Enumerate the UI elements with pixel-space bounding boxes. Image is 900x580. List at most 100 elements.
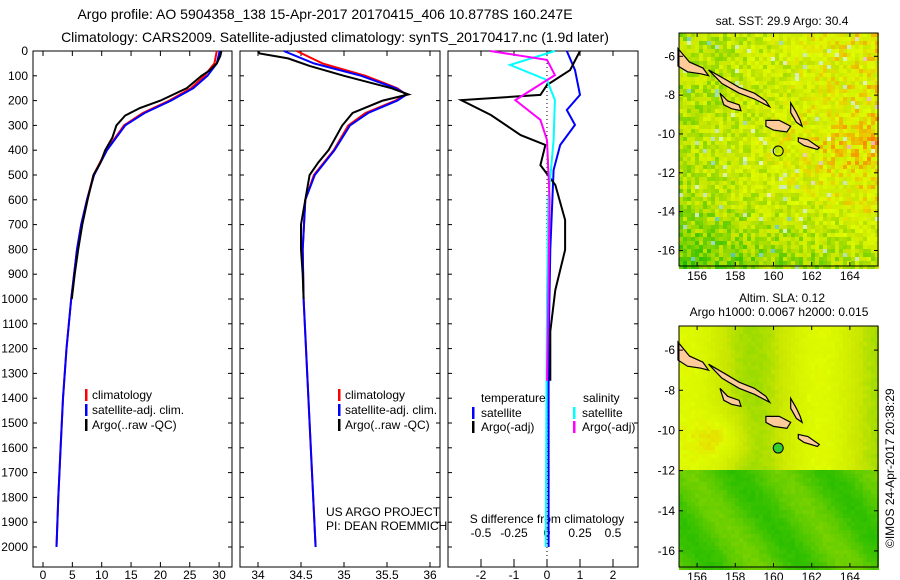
map-cell bbox=[859, 338, 863, 342]
map-cell bbox=[727, 37, 731, 41]
map-cell bbox=[867, 446, 871, 450]
map-cell bbox=[811, 101, 815, 105]
map-cell bbox=[755, 153, 759, 157]
map-cell bbox=[875, 217, 879, 221]
map-cell bbox=[735, 197, 739, 201]
map-cell bbox=[871, 382, 875, 386]
map-cell bbox=[795, 181, 799, 185]
map-cell bbox=[811, 197, 815, 201]
map-cell bbox=[791, 426, 795, 430]
map-cell bbox=[791, 334, 795, 338]
map-cell bbox=[835, 410, 839, 414]
map-cell bbox=[707, 253, 711, 257]
map-cell bbox=[863, 165, 867, 169]
map-cell bbox=[699, 221, 703, 225]
map-cell bbox=[795, 145, 799, 149]
map-cell bbox=[819, 229, 823, 233]
map-cell bbox=[859, 169, 863, 173]
map-cell bbox=[787, 458, 791, 462]
map-cell bbox=[775, 253, 779, 257]
map-cell bbox=[843, 354, 847, 358]
map-cell bbox=[715, 101, 719, 105]
map-cell bbox=[855, 374, 859, 378]
map-cell bbox=[703, 149, 707, 153]
map-cell bbox=[807, 209, 811, 213]
map-cell bbox=[779, 330, 783, 334]
map-cell bbox=[863, 85, 867, 89]
map-cell bbox=[843, 69, 847, 73]
map-cell bbox=[755, 77, 759, 81]
map-cell bbox=[851, 245, 855, 249]
map-cell bbox=[839, 117, 843, 121]
map-cell bbox=[855, 350, 859, 354]
map-cell bbox=[803, 370, 807, 374]
map-cell bbox=[815, 374, 819, 378]
map-cell bbox=[811, 229, 815, 233]
map-cell bbox=[767, 394, 771, 398]
map-cell bbox=[711, 205, 715, 209]
map-cell bbox=[831, 145, 835, 149]
map-cell bbox=[811, 410, 815, 414]
map-cell bbox=[799, 189, 803, 193]
map-cell bbox=[851, 398, 855, 402]
map-cell bbox=[727, 121, 731, 125]
map-cell bbox=[811, 109, 815, 113]
map-cell bbox=[787, 450, 791, 454]
map-cell bbox=[683, 137, 687, 141]
map-cell bbox=[747, 229, 751, 233]
map-cell bbox=[835, 117, 839, 121]
map-cell bbox=[855, 253, 859, 257]
map-cell bbox=[875, 77, 879, 81]
map-cell bbox=[695, 97, 699, 101]
map-cell bbox=[771, 245, 775, 249]
map-cell bbox=[871, 237, 875, 241]
map-cell bbox=[751, 109, 755, 113]
map-cell bbox=[807, 446, 811, 450]
map-cell bbox=[699, 129, 703, 133]
map-cell bbox=[855, 434, 859, 438]
map-cell bbox=[691, 390, 695, 394]
map-cell bbox=[723, 450, 727, 454]
map-cell bbox=[711, 81, 715, 85]
map-cell bbox=[791, 165, 795, 169]
map-cell bbox=[791, 77, 795, 81]
map-cell bbox=[751, 446, 755, 450]
map-cell bbox=[767, 458, 771, 462]
x-tick-label: 158 bbox=[725, 269, 745, 283]
map-cell bbox=[691, 334, 695, 338]
map-cell bbox=[807, 69, 811, 73]
map-cell bbox=[759, 201, 763, 205]
map-cell bbox=[851, 237, 855, 241]
map-cell bbox=[795, 85, 799, 89]
map-cell bbox=[847, 57, 851, 61]
map-cell bbox=[755, 113, 759, 117]
map-cell bbox=[727, 249, 731, 253]
map-cell bbox=[819, 113, 823, 117]
map-cell bbox=[771, 169, 775, 173]
map-cell bbox=[695, 462, 699, 466]
map-cell bbox=[759, 81, 763, 85]
map-cell bbox=[783, 137, 787, 141]
map-cell bbox=[775, 346, 779, 350]
map-cell bbox=[843, 430, 847, 434]
map-cell bbox=[819, 117, 823, 121]
map-cell bbox=[831, 241, 835, 245]
map-cell bbox=[827, 249, 831, 253]
map-cell bbox=[875, 109, 879, 113]
map-cell bbox=[855, 97, 859, 101]
map-cell bbox=[719, 334, 723, 338]
map-cell bbox=[863, 217, 867, 221]
map-cell bbox=[679, 229, 683, 233]
map-cell bbox=[807, 45, 811, 49]
map-cell bbox=[783, 185, 787, 189]
map-cell bbox=[687, 81, 691, 85]
map-cell bbox=[847, 342, 851, 346]
map-cell bbox=[779, 133, 783, 137]
map-cell bbox=[727, 454, 731, 458]
map-cell bbox=[787, 326, 791, 330]
map-cell bbox=[699, 330, 703, 334]
map-cell bbox=[787, 233, 791, 237]
map-cell bbox=[815, 366, 819, 370]
map-cell bbox=[863, 201, 867, 205]
map-cell bbox=[723, 358, 727, 362]
